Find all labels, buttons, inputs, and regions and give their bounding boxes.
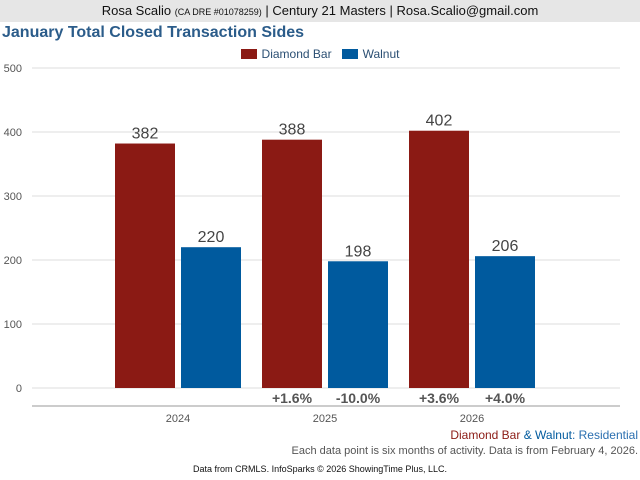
data-label-walnut-2025: 198	[345, 243, 372, 260]
footer-property-type: : Residential	[572, 428, 638, 442]
data-label-walnut-2024: 220	[198, 229, 225, 246]
y-tick-label-100: 100	[4, 319, 22, 331]
data-label-diamond-bar-2026: 402	[426, 113, 453, 130]
change-label-walnut-2026: +4.0%	[485, 390, 526, 406]
footer-series-diamond-bar: Diamond Bar	[450, 428, 520, 442]
x-tick-label-2026: 2026	[460, 413, 484, 425]
data-label-diamond-bar-2025: 388	[279, 122, 306, 139]
footer-source: Data from CRMLS. InfoSparks © 2026 Showi…	[0, 464, 640, 474]
bar-walnut-2026	[475, 256, 535, 388]
footer-ampersand: &	[524, 428, 532, 442]
footer-series-label: Diamond Bar & Walnut: Residential	[450, 428, 638, 442]
bar-chart: 0 100 200 300 400 500 382 220 2024 388 +1.6% 198 -10…	[0, 0, 640, 480]
change-label-walnut-2025: -10.0%	[336, 390, 381, 406]
bar-diamond-bar-2026	[409, 131, 469, 388]
footer-series-walnut: Walnut	[535, 428, 572, 442]
y-tick-label-0: 0	[16, 383, 22, 395]
bar-diamond-bar-2025	[262, 140, 322, 388]
change-label-diamond-bar-2025: +1.6%	[272, 390, 313, 406]
y-tick-label-200: 200	[4, 255, 22, 267]
bar-walnut-2025	[328, 261, 388, 388]
y-tick-label-500: 500	[4, 63, 22, 75]
y-tick-label-300: 300	[4, 191, 22, 203]
bar-diamond-bar-2024	[115, 144, 175, 388]
x-tick-label-2024: 2024	[166, 413, 190, 425]
footer-data-note: Each data point is six months of activit…	[292, 445, 638, 457]
data-label-diamond-bar-2024: 382	[132, 126, 159, 143]
bar-walnut-2024	[181, 247, 241, 388]
y-tick-label-400: 400	[4, 127, 22, 139]
data-label-walnut-2026: 206	[492, 238, 519, 255]
x-tick-label-2025: 2025	[313, 413, 337, 425]
change-label-diamond-bar-2026: +3.6%	[419, 390, 460, 406]
